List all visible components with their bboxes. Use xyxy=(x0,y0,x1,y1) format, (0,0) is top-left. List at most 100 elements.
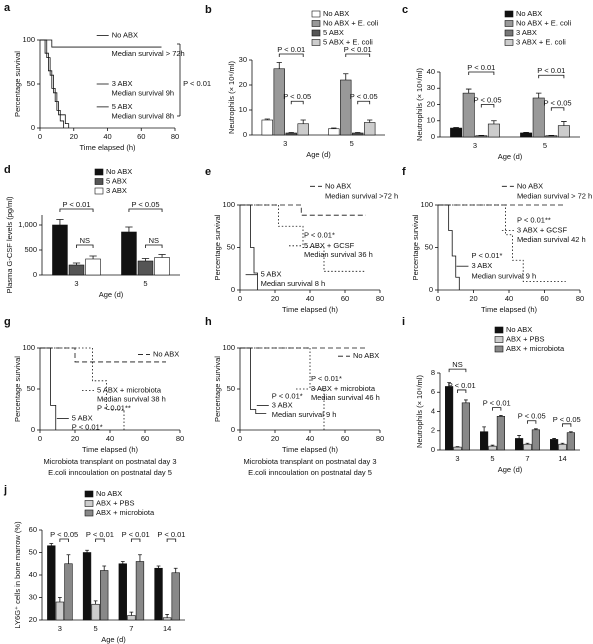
series-label: 5 ABX + microbiota xyxy=(97,386,162,395)
error-bar xyxy=(561,121,567,126)
legend-label: ABX + PBS xyxy=(96,498,135,507)
bar xyxy=(55,601,65,621)
legend-swatch xyxy=(84,500,94,507)
y-axis-label: Plasma G-CSF levels (pg/ml) xyxy=(5,196,14,294)
annotation: Median survival >72 h xyxy=(325,191,398,200)
legend-label: No ABX xyxy=(516,9,542,18)
survival-curve xyxy=(40,39,70,128)
error-bar xyxy=(560,442,565,445)
error-bar xyxy=(331,127,337,129)
error-bar xyxy=(173,567,178,573)
legend-swatch xyxy=(494,345,504,353)
y-tick-label: 0 xyxy=(243,130,247,139)
error-bar xyxy=(535,92,542,98)
note: Microbiota transplant on postnatal day 3 xyxy=(44,457,177,466)
error-bar xyxy=(138,554,142,562)
annotation: P < 0.05 xyxy=(283,92,311,101)
note: Microbiota transplant on postnatal day 3 xyxy=(244,457,377,466)
y-tick-label: 20 xyxy=(427,99,435,108)
x-axis-label: Time elapsed (h) xyxy=(282,445,338,454)
x-tick-label: 5 xyxy=(490,454,494,463)
y-tick-label: 6 xyxy=(431,387,435,396)
error-bar xyxy=(276,62,282,69)
x-tick-label: 40 xyxy=(505,294,513,303)
y-tick-label: 0 xyxy=(33,270,37,279)
annotation: Median survival 46 h xyxy=(311,393,380,402)
error-bar xyxy=(552,438,556,440)
x-tick-label: 60 xyxy=(540,294,548,303)
bar xyxy=(531,429,540,451)
bar xyxy=(520,132,533,138)
error-bar xyxy=(569,431,573,433)
panel-label: f xyxy=(402,166,406,178)
annotation: P < 0.01 xyxy=(467,63,495,72)
y-axis-label: Neutrophils (× 10⁶/ml) xyxy=(227,61,236,134)
y-tick-label: 30 xyxy=(239,55,247,64)
y-axis-label: Neutrophils (× 10⁶/ml) xyxy=(415,68,424,141)
legend-label: No ABX xyxy=(96,489,122,498)
bracket xyxy=(468,71,495,75)
legend-swatch xyxy=(94,187,104,195)
annotation: P < 0.01 xyxy=(483,399,511,408)
y-tick-label: 100 xyxy=(420,200,433,209)
legend-swatch xyxy=(84,490,94,498)
x-tick-label: 20 xyxy=(71,434,79,443)
panel-label: d xyxy=(4,164,11,176)
legend-swatch xyxy=(311,20,321,27)
bar xyxy=(91,603,100,621)
error-bar xyxy=(288,132,294,133)
series-label: 3 ABX xyxy=(272,400,293,409)
x-tick-label: 20 xyxy=(271,294,279,303)
legend-swatch xyxy=(311,10,321,18)
x-tick-label: 3 xyxy=(283,139,287,148)
error-bar xyxy=(525,442,530,445)
bracket xyxy=(130,538,141,542)
x-tick-label: 60 xyxy=(137,132,145,141)
bar xyxy=(487,123,500,138)
error-bar xyxy=(482,426,486,432)
bar xyxy=(328,128,340,136)
error-bar xyxy=(355,132,361,133)
x-axis-label: Age (d) xyxy=(101,635,126,644)
bar xyxy=(480,431,489,451)
annotation: Median survival 8h xyxy=(112,112,175,121)
survival-curve xyxy=(240,347,267,414)
error-bar xyxy=(464,399,468,403)
annotation: P < 0.01 xyxy=(344,45,372,54)
error-bar xyxy=(300,119,306,124)
bar xyxy=(47,545,56,621)
y-axis-label: LY6G⁺ cells in bone marrow (%) xyxy=(13,521,22,629)
x-tick-label: 14 xyxy=(163,624,171,633)
bar xyxy=(461,402,470,451)
y-tick-label: 2 xyxy=(431,426,435,435)
annotation: P < 0.01** xyxy=(97,404,131,413)
annotation: P < 0.05 xyxy=(131,200,159,209)
bracket xyxy=(345,53,371,57)
y-tick-label: 30 xyxy=(29,592,37,601)
legend-label: 5 ABX xyxy=(106,176,127,185)
x-tick-label: 80 xyxy=(376,294,384,303)
bracket xyxy=(95,538,105,542)
y-tick-label: 50 xyxy=(425,242,433,251)
series-label: No ABX xyxy=(325,181,351,190)
x-tick-label: 3 xyxy=(455,454,459,463)
series-label: 3 ABX + microbiota xyxy=(311,384,376,393)
legend-swatch xyxy=(311,39,321,46)
bar xyxy=(85,258,101,276)
error-bar xyxy=(165,613,170,618)
legend-label: 5 ABX xyxy=(323,28,344,37)
y-tick-label: 0 xyxy=(431,445,435,454)
y-tick-label: 0 xyxy=(231,425,235,434)
series-label: No ABX xyxy=(112,31,138,40)
bracket xyxy=(76,244,94,248)
y-axis-label: Percentage survival xyxy=(213,356,222,422)
error-bar xyxy=(367,119,373,123)
x-axis-label: Time elapsed (h) xyxy=(80,143,136,152)
error-bar xyxy=(120,561,125,564)
x-tick-label: 60 xyxy=(141,434,149,443)
x-tick-label: 80 xyxy=(576,294,584,303)
x-tick-label: 5 xyxy=(350,139,354,148)
annotation: P < 0.05 xyxy=(474,95,502,104)
error-bar xyxy=(156,565,161,569)
